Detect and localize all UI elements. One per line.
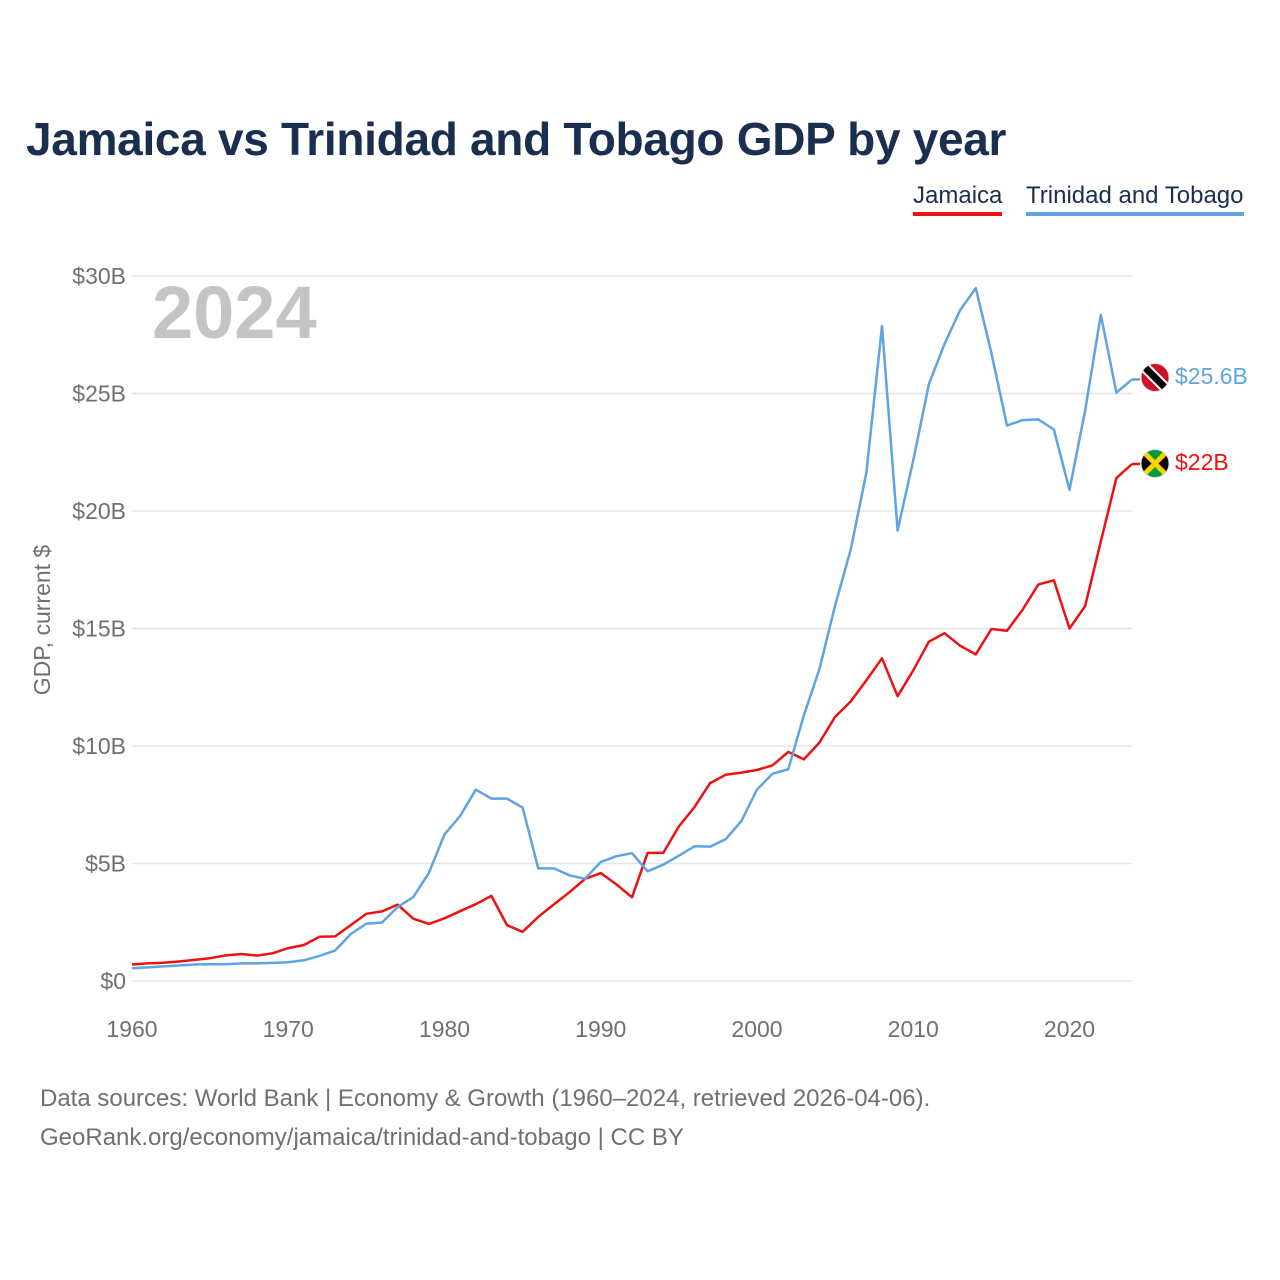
y-tick-label: $30B bbox=[72, 263, 126, 289]
series-line-jamaica bbox=[131, 463, 1133, 966]
x-tick-label: 2010 bbox=[888, 1016, 939, 1042]
y-tick-label: $10B bbox=[72, 733, 126, 759]
legend-item-trinidad-and-tobago[interactable]: Trinidad and Tobago bbox=[1026, 182, 1244, 216]
y-axis-label: GDP, current $ bbox=[29, 545, 55, 696]
y-tick-label: $5B bbox=[85, 851, 126, 877]
x-tick-label: 1980 bbox=[419, 1016, 470, 1042]
source-note: Data sources: World Bank | Economy & Gro… bbox=[40, 1085, 931, 1112]
x-tick-label: 2000 bbox=[731, 1016, 782, 1042]
year-watermark: 2024 bbox=[152, 271, 317, 354]
y-tick-label: $20B bbox=[72, 498, 126, 524]
legend-item-jamaica[interactable]: Jamaica bbox=[913, 182, 1003, 216]
source-url[interactable]: GeoRank.org/economy/jamaica/trinidad-and… bbox=[40, 1124, 684, 1151]
x-tick-label: 2020 bbox=[1044, 1016, 1095, 1042]
y-tick-label: $0 bbox=[100, 968, 126, 994]
x-tick-label: 1990 bbox=[575, 1016, 626, 1042]
x-tick-label: 1970 bbox=[263, 1016, 314, 1042]
y-tick-label: $25B bbox=[72, 381, 126, 407]
y-tick-label: $15B bbox=[72, 616, 126, 642]
chart-title: Jamaica vs Trinidad and Tobago GDP by ye… bbox=[26, 113, 1007, 165]
trinidad-and-tobago-flag-icon bbox=[1140, 363, 1170, 392]
series-line-trinidad-and-tobago bbox=[131, 286, 1133, 970]
y-axis: $0 $5B $10B $15B $20B $25B $30B bbox=[72, 263, 126, 994]
gridlines bbox=[132, 275, 1132, 982]
jamaica-flag-icon bbox=[1140, 449, 1170, 478]
line-chart: $0$5B$10B$15B$20B$25B$30B 1960 1970 1980 19… bbox=[29, 263, 1248, 1042]
end-label-trinidad-and-tobago: $25.6B bbox=[1175, 363, 1248, 389]
series-lines bbox=[131, 286, 1140, 970]
x-axis: 1960 1970 1980 1990 2000 2010 2020 bbox=[106, 1016, 1095, 1042]
end-label-jamaica: $22B bbox=[1175, 449, 1229, 475]
x-tick-label: 1960 bbox=[106, 1016, 157, 1042]
